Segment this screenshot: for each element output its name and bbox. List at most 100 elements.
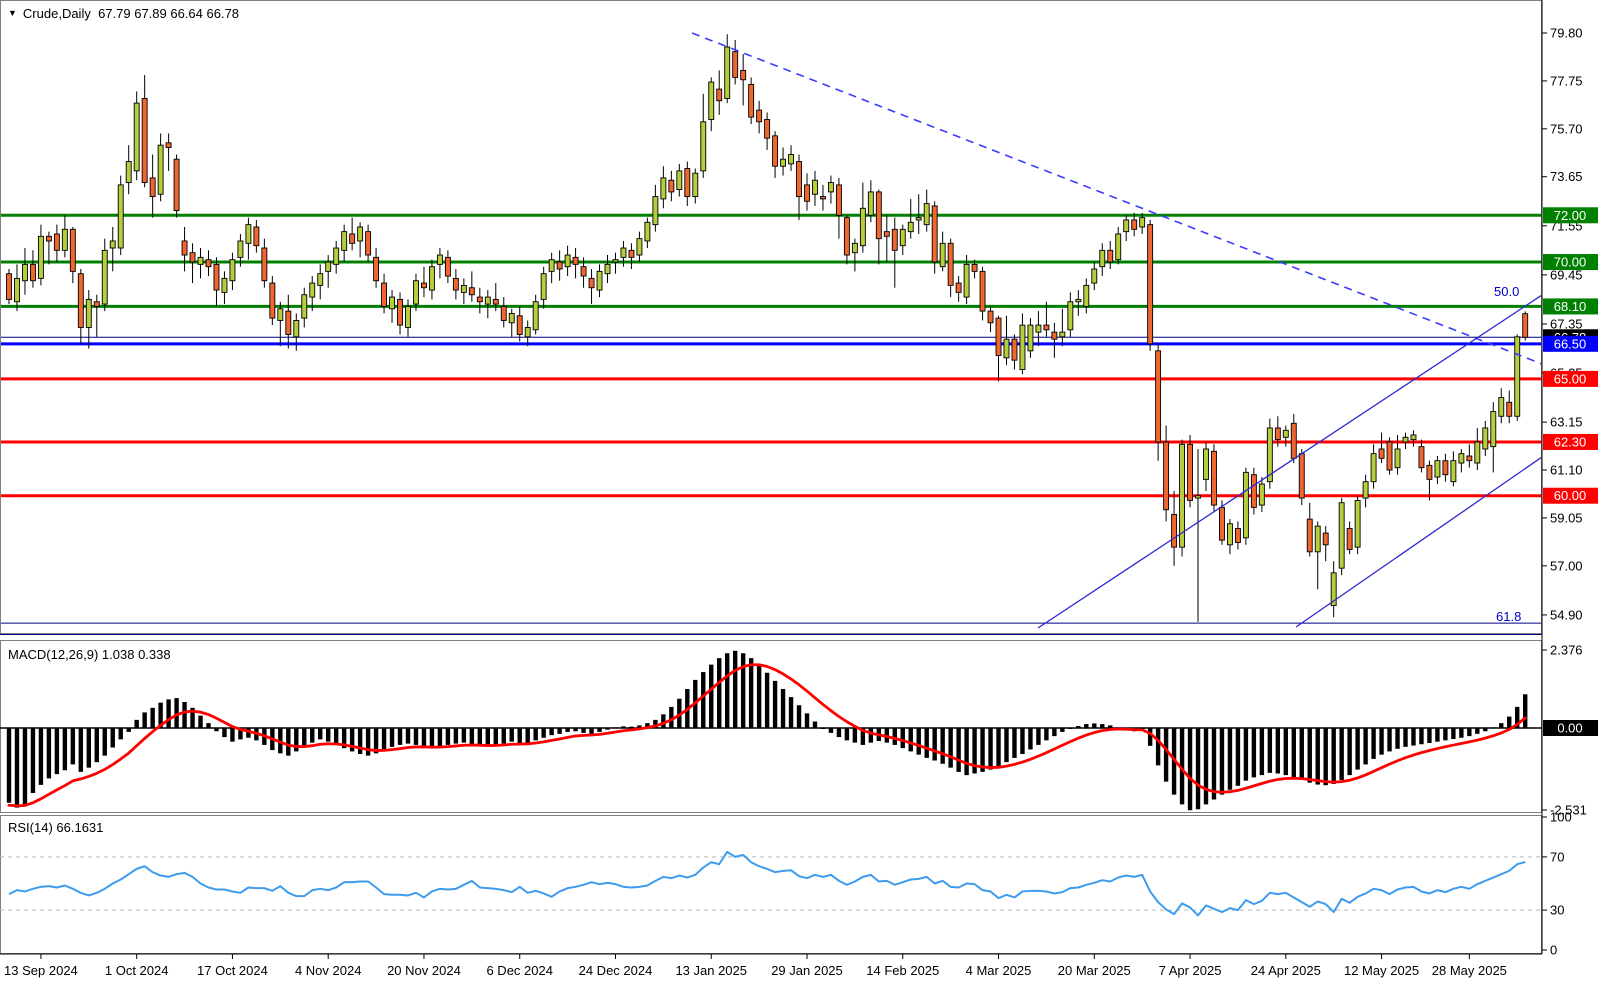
candle-bull <box>22 263 28 282</box>
candle-bull <box>229 259 236 282</box>
price-axis-label: 54.90 <box>1550 607 1583 622</box>
candle-bull <box>1482 427 1489 450</box>
macd-bar <box>445 728 451 745</box>
macd-bar <box>286 728 291 756</box>
candle-bear <box>1298 453 1305 499</box>
candle-bull <box>405 305 411 328</box>
date-label[interactable]: 20 Nov 2024 <box>387 963 461 978</box>
candle-bull <box>357 226 364 242</box>
candle-bull <box>1195 495 1201 499</box>
date-label[interactable]: 13 Jan 2025 <box>675 963 747 978</box>
candlestick-series <box>6 34 1529 622</box>
candle-bull <box>61 228 68 251</box>
date-label[interactable]: 13 Sep 2024 <box>4 963 78 978</box>
macd-bar <box>924 728 929 758</box>
macd-bar <box>6 728 12 803</box>
macd-bar <box>533 728 538 741</box>
candle-bear <box>261 247 268 282</box>
date-label[interactable]: 7 Apr 2025 <box>1159 963 1222 978</box>
candle-bull <box>1091 268 1098 284</box>
macd-bar <box>629 726 634 728</box>
date-label[interactable]: 24 Apr 2025 <box>1251 963 1321 978</box>
macd-axis-top: 2.376 <box>1550 643 1583 658</box>
price-axis-label: 67.35 <box>1550 316 1583 331</box>
macd-bar <box>788 697 794 728</box>
date-label[interactable]: 4 Nov 2024 <box>295 963 362 978</box>
candle-bear <box>748 83 755 118</box>
macd-bar <box>1307 728 1312 783</box>
price-box-66.50: 66.50 <box>1554 336 1587 351</box>
macd-bar <box>597 728 602 732</box>
macd-bar <box>485 728 490 747</box>
date-label[interactable]: 4 Mar 2025 <box>966 963 1032 978</box>
macd-bar <box>437 728 443 747</box>
macd-bar <box>1187 728 1193 811</box>
price-box-65.00: 65.00 <box>1554 371 1587 386</box>
date-label[interactable]: 6 Dec 2024 <box>486 963 553 978</box>
date-label[interactable]: 24 Dec 2024 <box>579 963 653 978</box>
macd-bar <box>1108 725 1113 728</box>
candle-bear <box>69 228 76 272</box>
macd-bar <box>1435 728 1440 742</box>
macd-bar <box>956 728 961 772</box>
macd-bar <box>621 726 626 728</box>
candle-bull <box>620 247 627 258</box>
date-label[interactable]: 28 May 2025 <box>1432 963 1507 978</box>
macd-bar <box>780 689 786 728</box>
macd-bar <box>1459 728 1464 738</box>
macd-bar <box>549 728 554 736</box>
date-label[interactable]: 20 Mar 2025 <box>1058 963 1131 978</box>
macd-bar <box>1028 728 1033 750</box>
price-box-68.10-box <box>1543 298 1598 315</box>
candle-bear <box>796 161 802 198</box>
candle-bear <box>835 184 842 216</box>
date-label[interactable]: 14 Feb 2025 <box>866 963 939 978</box>
macd-bar <box>653 719 658 728</box>
date-label[interactable]: 17 Oct 2024 <box>197 963 268 978</box>
price-pane[interactable] <box>0 32 1542 629</box>
ascending-channel-lower[interactable] <box>1295 456 1542 628</box>
macd-bar <box>1515 706 1520 728</box>
rsi-pane[interactable] <box>0 850 1542 917</box>
candle-bear <box>580 266 587 277</box>
macd-bar <box>174 698 179 728</box>
macd-bar <box>238 728 243 740</box>
descending-trendline[interactable] <box>691 32 1542 365</box>
price-box-65.00-box <box>1543 370 1598 387</box>
candle-bear <box>995 317 1002 356</box>
candle-bull <box>907 221 914 233</box>
macd-pane[interactable] <box>0 650 1542 811</box>
candle-bear <box>1418 446 1425 469</box>
macd-bar <box>1012 728 1017 758</box>
macd-bar <box>1203 728 1209 805</box>
candle-bear <box>77 273 84 328</box>
ohlc-readout: 67.79 67.89 66.64 66.78 <box>98 6 240 21</box>
candle-bear <box>149 177 156 198</box>
candle-bull <box>540 273 547 300</box>
date-label[interactable]: 29 Jan 2025 <box>771 963 843 978</box>
candle-bear <box>684 168 691 198</box>
macd-bar <box>182 702 187 728</box>
date-label[interactable]: 1 Oct 2024 <box>105 963 169 978</box>
candle-bear <box>365 231 372 256</box>
macd-bar <box>142 712 147 728</box>
symbol-period-label: Crude,Daily <box>22 6 91 21</box>
candle-bull <box>788 154 794 165</box>
symbol-dropdown-icon[interactable]: ▼ <box>8 8 17 18</box>
candle-bear <box>381 282 388 307</box>
macd-bar <box>1347 728 1352 776</box>
candle-bear <box>572 256 579 265</box>
candle-bull <box>1203 448 1209 480</box>
macd-bar <box>509 728 514 742</box>
candle-bear <box>253 226 260 247</box>
ascending-channel-upper[interactable] <box>1037 294 1542 629</box>
macd-bar <box>62 728 68 771</box>
macd-bar <box>725 653 730 728</box>
date-label[interactable]: 12 May 2025 <box>1344 963 1419 978</box>
candle-bull <box>333 247 340 265</box>
candle-bear <box>1131 219 1138 230</box>
macd-bar <box>868 728 874 743</box>
macd-bar <box>14 728 20 808</box>
candle-bull <box>389 296 395 310</box>
